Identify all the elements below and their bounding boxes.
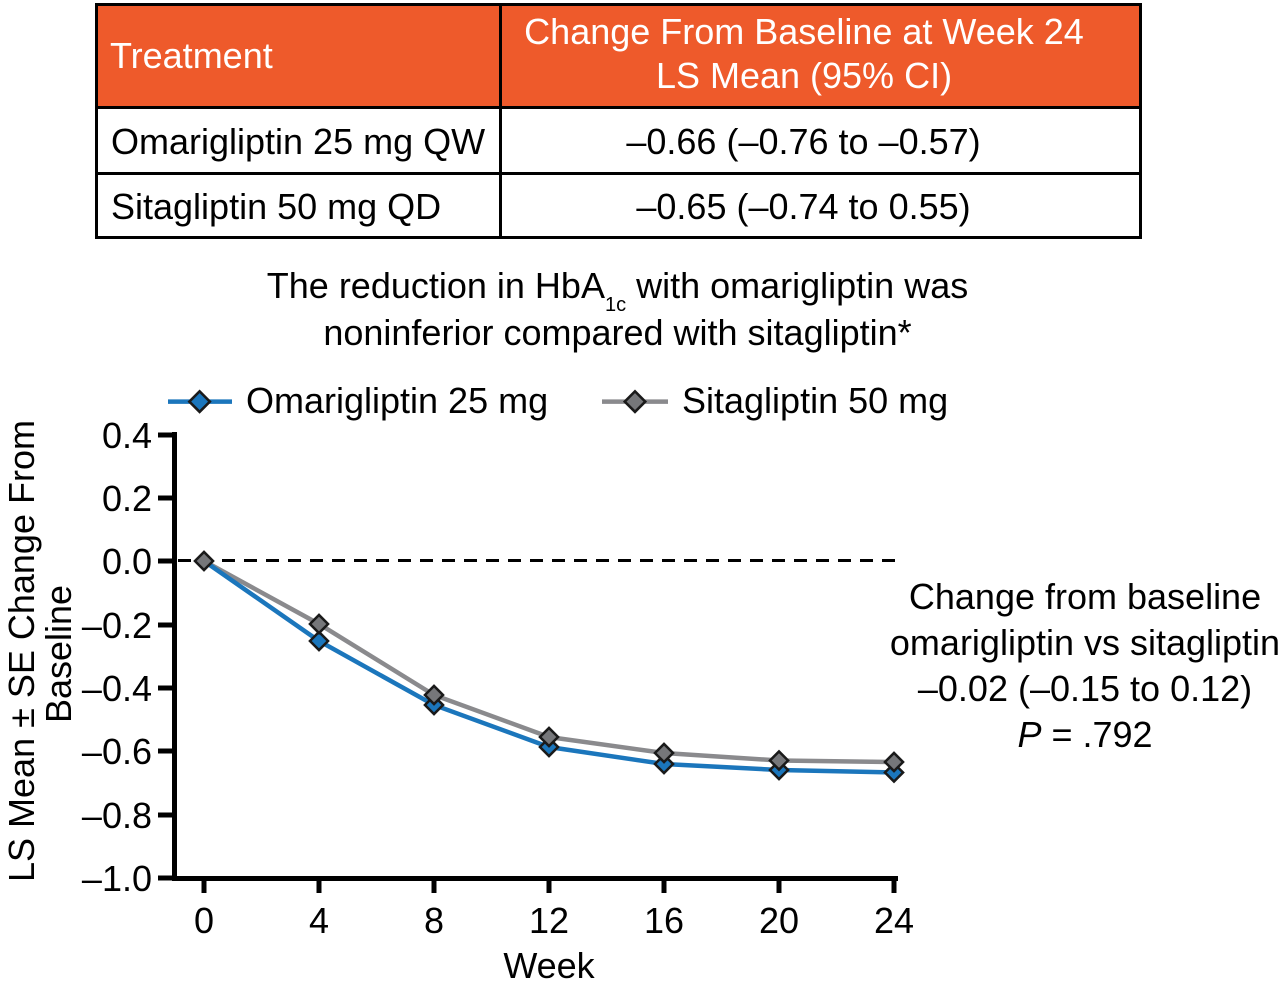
svg-text:0.2: 0.2 (102, 478, 152, 519)
svg-text:0.0: 0.0 (102, 541, 152, 582)
svg-text:0.4: 0.4 (102, 415, 152, 456)
svg-text:4: 4 (309, 900, 329, 941)
svg-text:–0.4: –0.4 (82, 668, 152, 709)
svg-text:Week: Week (503, 945, 595, 981)
svg-text:–1.0: –1.0 (82, 858, 152, 899)
svg-text:8: 8 (424, 900, 444, 941)
svg-text:20: 20 (759, 900, 799, 941)
svg-text:–0.8: –0.8 (82, 795, 152, 836)
svg-text:0: 0 (194, 900, 214, 941)
svg-text:–0.6: –0.6 (82, 731, 152, 772)
svg-text:–0.2: –0.2 (82, 605, 152, 646)
svg-text:12: 12 (529, 900, 569, 941)
svg-text:16: 16 (644, 900, 684, 941)
svg-text:24: 24 (874, 900, 914, 941)
